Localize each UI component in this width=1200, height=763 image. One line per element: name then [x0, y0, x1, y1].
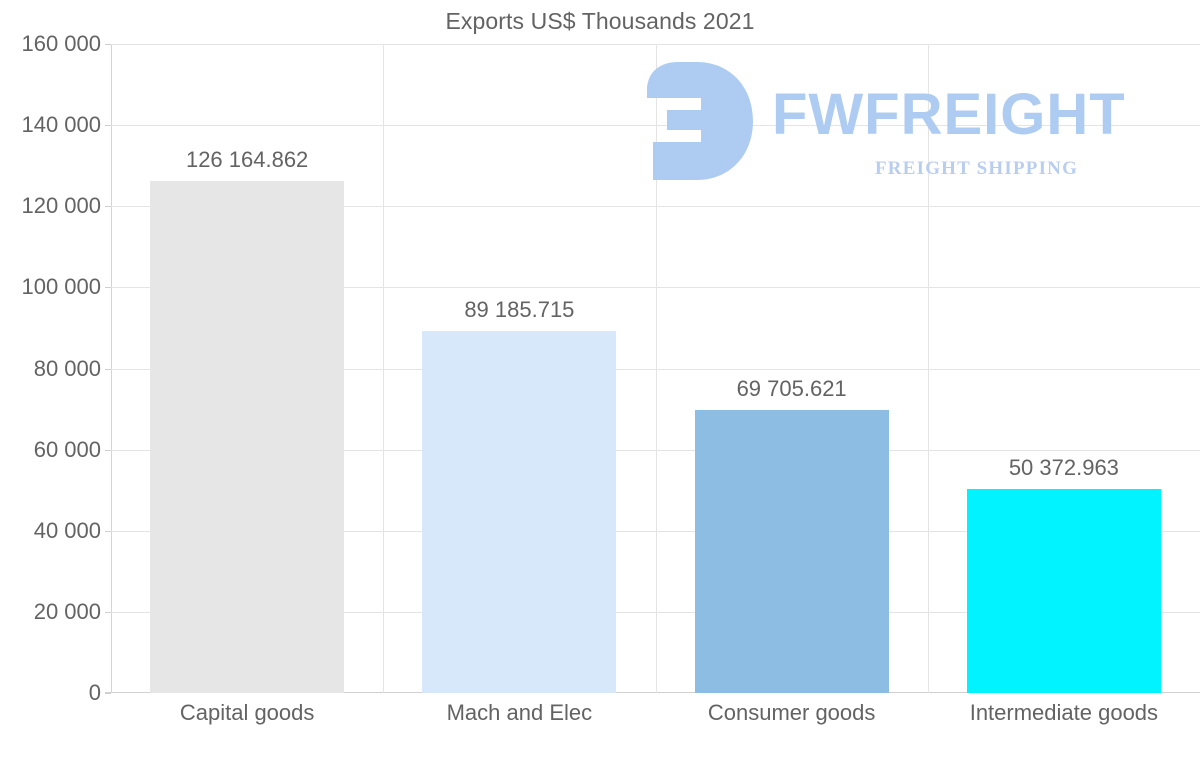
y-axis-tick-label: 140 000: [21, 112, 101, 138]
y-axis-tick: [105, 449, 111, 451]
y-axis-tick-label: 60 000: [33, 436, 101, 462]
y-axis-tick-label: 80 000: [33, 355, 101, 381]
bar[interactable]: [150, 181, 345, 693]
gridline-horizontal: [111, 611, 1200, 613]
gridline-horizontal: [111, 449, 1200, 451]
plot-area: 126 164.862 89 185.715 69 705.621 50 372.96…: [105, 44, 1200, 694]
gridline-vertical: [928, 44, 929, 693]
y-axis-tick: [105, 287, 111, 289]
bar-value-label: 89 185.715: [464, 297, 575, 323]
y-axis-tick-label: 160 000: [21, 31, 101, 56]
x-axis-tick-label: Capital goods: [179, 700, 315, 725]
x-axis-tick-label: Intermediate goods: [969, 700, 1159, 725]
x-axis: Capital goods Mach and Elec Consumer goods…: [111, 700, 1200, 750]
y-axis-tick: [105, 530, 111, 532]
gridline-horizontal: [111, 530, 1200, 532]
gridline-vertical: [383, 44, 384, 693]
x-axis-line: [105, 692, 1200, 693]
gridline-horizontal: [111, 287, 1200, 289]
y-axis-tick: [105, 368, 111, 370]
y-axis-tick-label: 40 000: [33, 517, 101, 543]
chart-title: Exports US$ Thousands 2021: [445, 8, 755, 34]
gridline-horizontal: [111, 206, 1200, 208]
y-axis-tick-label: 100 000: [21, 274, 101, 300]
y-axis-tick-label: 20 000: [33, 598, 101, 624]
gridline-horizontal: [111, 368, 1200, 370]
y-axis-tick: [105, 611, 111, 613]
bar-value-label: 69 705.621: [736, 376, 847, 402]
bar[interactable]: [694, 410, 889, 693]
y-axis: 0 20 000 40 000 60 000 80 000 100 000 120 000 1…: [0, 31, 101, 705]
bar-value-label: 126 164.862: [185, 147, 309, 173]
y-axis-tick-label: 120 000: [21, 193, 101, 219]
y-axis-tick: [105, 693, 111, 694]
gridline-horizontal: [111, 44, 1200, 45]
y-axis-tick: [105, 206, 111, 208]
y-axis-tick-label: 0: [88, 680, 101, 705]
x-axis-tick-label: Consumer goods: [707, 700, 876, 725]
x-axis-tick-label: Mach and Elec: [446, 700, 593, 725]
gridline-vertical: [656, 44, 657, 693]
y-axis-tick: [105, 44, 111, 45]
y-axis-tick: [105, 125, 111, 127]
bar[interactable]: [966, 488, 1161, 693]
bar-value-label: 50 372.963: [1008, 454, 1119, 480]
bar[interactable]: [422, 331, 617, 693]
